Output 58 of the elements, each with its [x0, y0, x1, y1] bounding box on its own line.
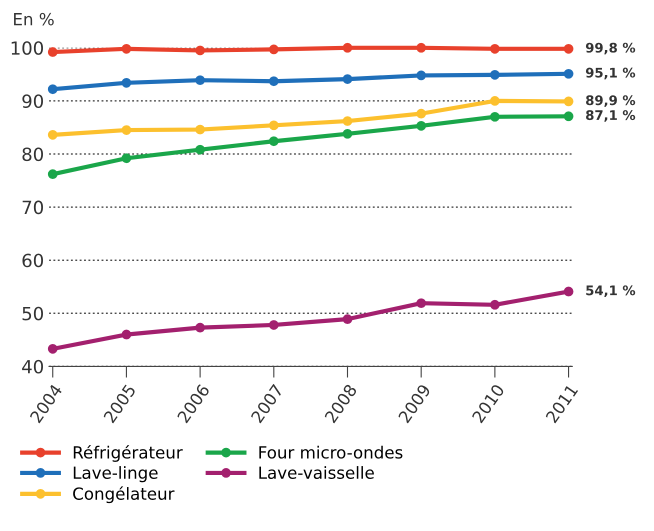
point: [490, 70, 500, 80]
y-tick-label: 40: [22, 360, 43, 374]
point: [48, 130, 58, 140]
y-tick-label: 70: [22, 200, 43, 214]
point: [122, 330, 132, 340]
point: [342, 116, 352, 126]
point: [122, 78, 132, 88]
point: [342, 314, 352, 324]
y-tick-label: 90: [22, 94, 43, 108]
point: [564, 111, 574, 122]
point: [195, 75, 205, 86]
point: [195, 322, 205, 332]
point: [490, 96, 500, 106]
point: [490, 44, 500, 54]
point: [195, 124, 205, 134]
point: [564, 68, 574, 79]
y-tick-label: 50: [22, 306, 43, 320]
data-label: 87,1 %: [586, 110, 636, 122]
point: [268, 120, 279, 130]
y-tick-label: 80: [22, 147, 43, 162]
data-label: 99,8 %: [586, 42, 636, 54]
point: [342, 74, 352, 84]
point: [342, 42, 352, 53]
legend-label: Réfrigérateur: [74, 445, 183, 462]
legend-label: Four micro-ondes: [259, 446, 402, 459]
point: [342, 128, 352, 139]
legend-label: Lave-linge: [74, 466, 158, 482]
point: [48, 169, 58, 180]
y-tick-label: 100: [12, 41, 43, 55]
point: [416, 70, 426, 80]
point: [48, 47, 58, 57]
point: [48, 344, 58, 354]
point: [195, 46, 205, 56]
point: [416, 42, 426, 53]
point: [122, 153, 132, 164]
point: [268, 44, 279, 54]
data-label: 54,1 %: [586, 285, 636, 298]
point: [564, 44, 574, 54]
legend-label: Lave-vaisselle: [259, 466, 374, 479]
point: [48, 84, 58, 94]
point: [268, 136, 279, 146]
data-label: 95,1 %: [586, 68, 636, 80]
point: [268, 320, 279, 330]
point: [122, 44, 132, 54]
data-label: 89,9 %: [586, 95, 636, 107]
point: [564, 96, 574, 106]
point: [268, 76, 279, 86]
point: [416, 108, 426, 118]
y-axis-title: En %: [14, 12, 54, 26]
point: [564, 286, 574, 296]
point: [122, 125, 132, 135]
legend-label: Congélateur: [73, 486, 174, 504]
point: [416, 120, 426, 131]
point: [490, 112, 500, 122]
point: [490, 300, 500, 310]
point: [416, 298, 426, 308]
y-tick-label: 60: [22, 254, 43, 268]
point: [195, 144, 205, 155]
